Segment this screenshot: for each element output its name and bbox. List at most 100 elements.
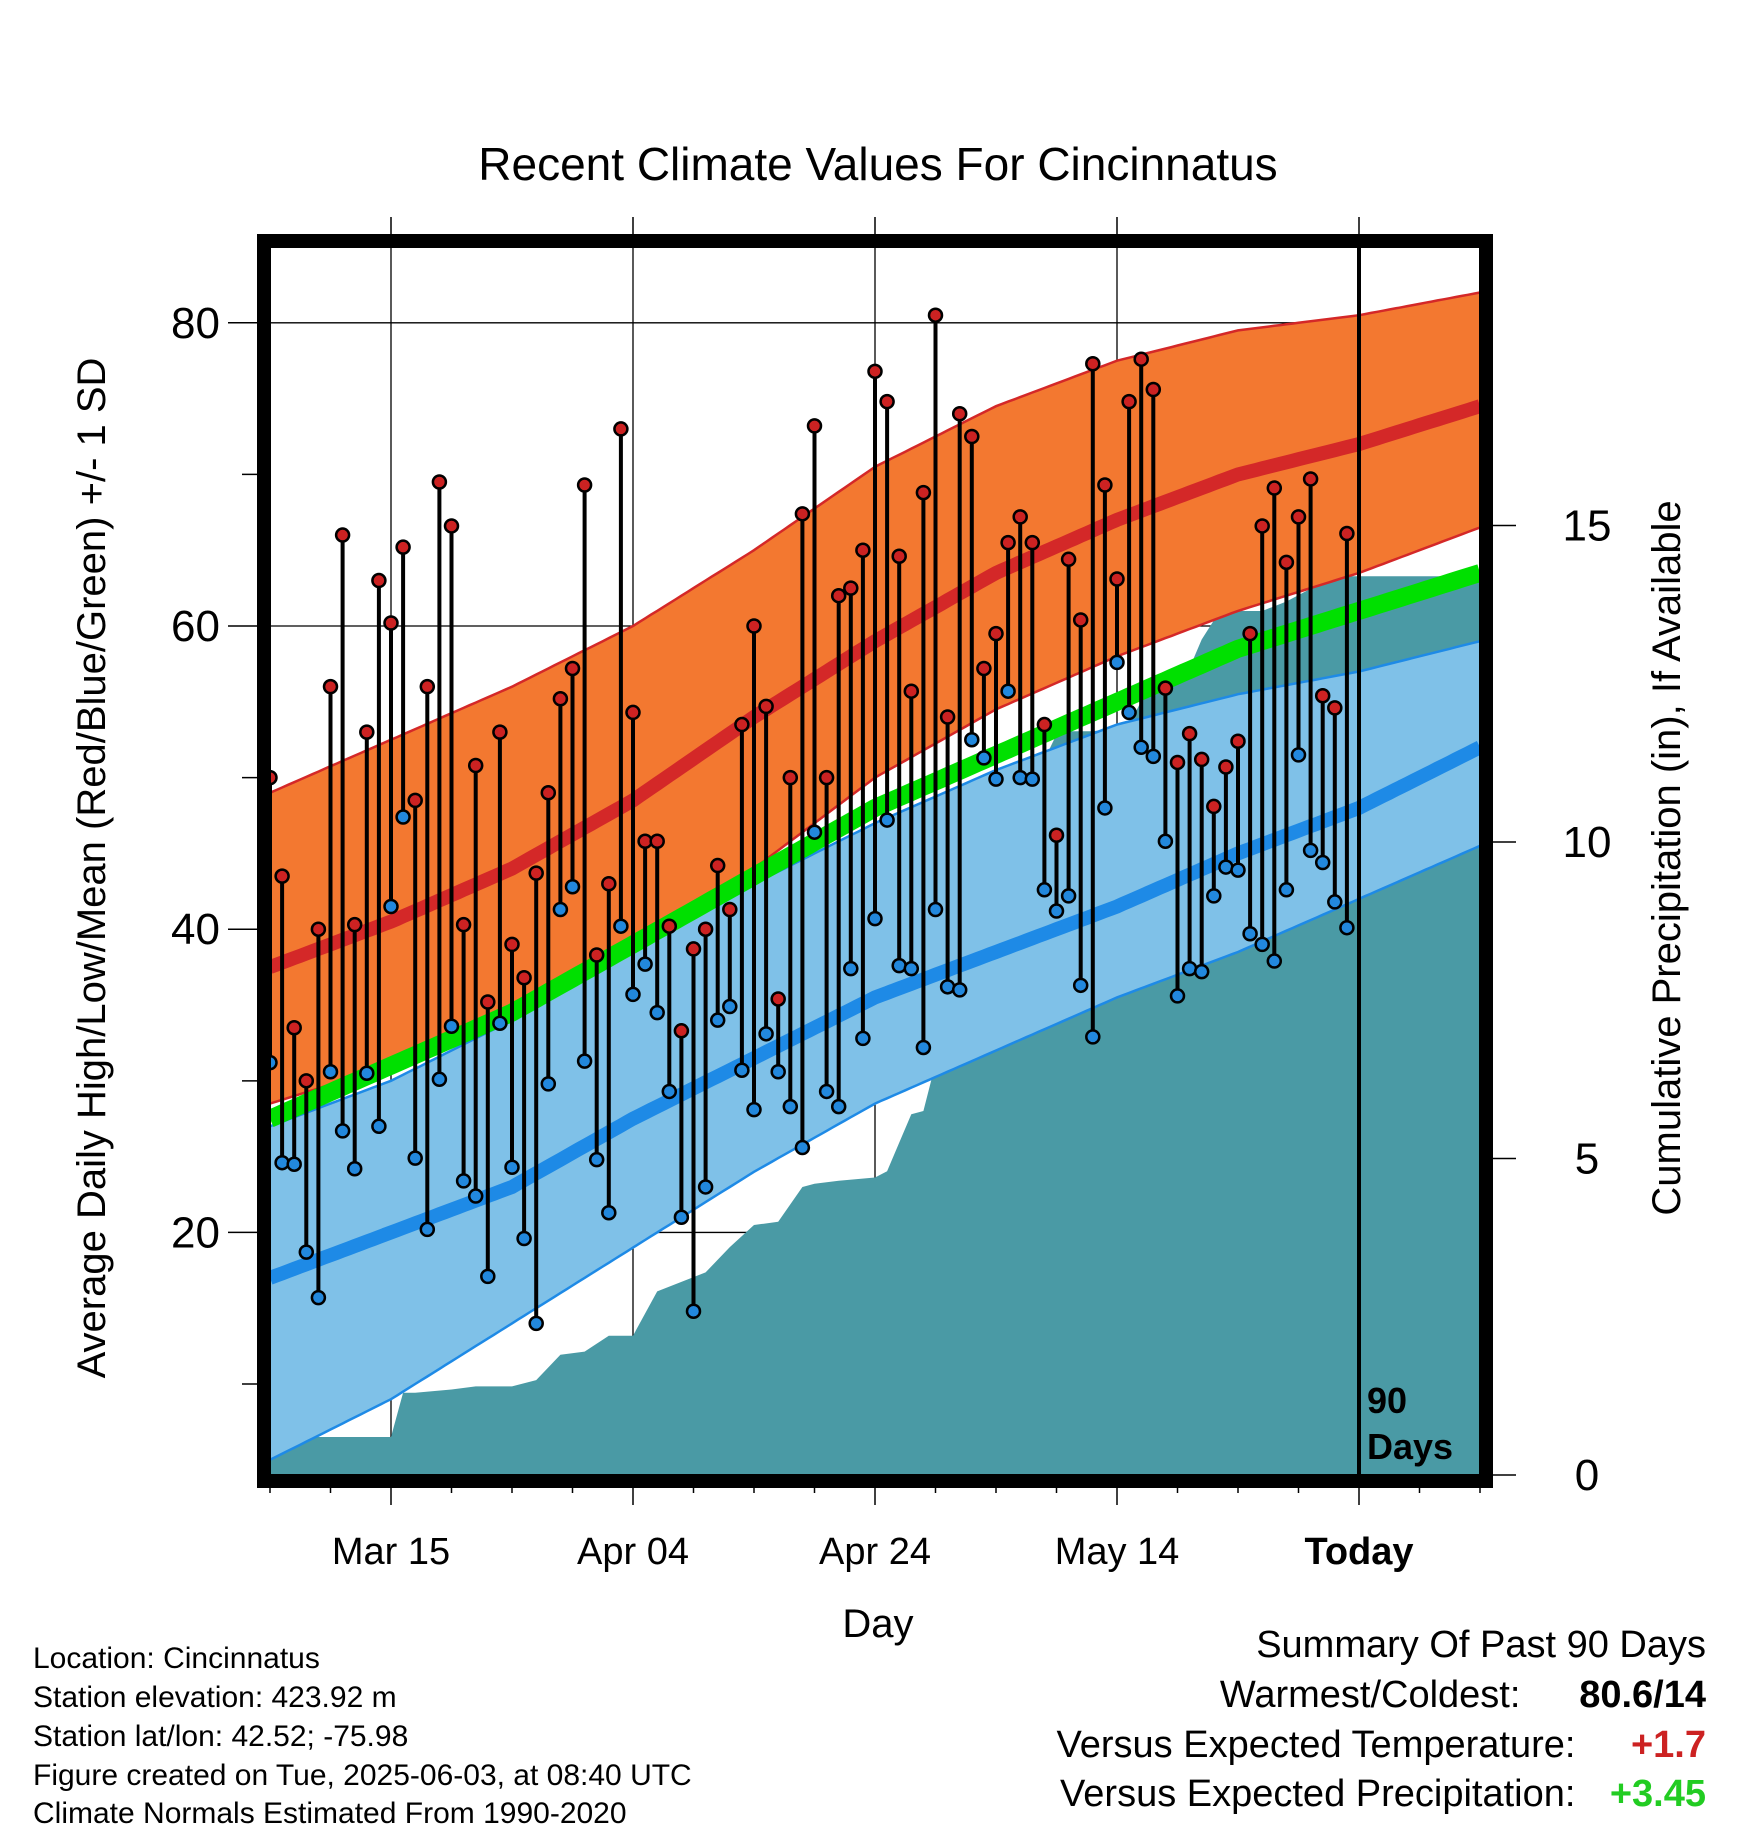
- daily-low-point: [1290, 747, 1307, 763]
- daily-high-point: [346, 916, 363, 933]
- daily-low-point: [734, 1062, 750, 1078]
- daily-high-point: [722, 901, 738, 918]
- latlon-text: Station lat/lon: 42.52; -75.98: [33, 1720, 409, 1753]
- daily-low-point: [310, 1289, 327, 1306]
- x-tick-label: Apr 04: [577, 1531, 689, 1573]
- daily-high-point: [322, 678, 339, 695]
- daily-low-point: [794, 1139, 811, 1156]
- daily-low-point: [1242, 926, 1258, 942]
- daily-high-point: [310, 921, 327, 937]
- daily-low-point: [927, 901, 944, 918]
- daily-high-point: [1036, 716, 1053, 733]
- daily-high-point: [359, 724, 375, 740]
- daily-high-point: [649, 833, 665, 850]
- daily-low-point: [371, 1118, 387, 1135]
- daily-low-point: [1133, 739, 1149, 756]
- daily-low-point: [1024, 771, 1041, 787]
- daily-high-point: [1157, 680, 1174, 696]
- daily-low-point: [625, 986, 641, 1003]
- x-tick-label: Mar 15: [332, 1531, 450, 1573]
- daily-high-point: [334, 527, 351, 543]
- daily-high-point: [770, 991, 786, 1007]
- daily-high-point: [588, 947, 605, 963]
- daily-high-point: [1290, 509, 1307, 525]
- daily-low-point: [1254, 936, 1270, 953]
- daily-low-point: [407, 1150, 423, 1166]
- elevation-text: Station elevation: 423.92 m: [33, 1681, 397, 1714]
- normals-text: Climate Normals Estimated From 1990-2020: [33, 1797, 627, 1830]
- daily-high-point: [1000, 534, 1016, 551]
- daily-low-point: [359, 1065, 375, 1081]
- daily-low-point: [467, 1188, 484, 1204]
- daily-high-point: [467, 757, 484, 774]
- daily-low-point: [685, 1303, 702, 1320]
- daily-low-point: [951, 982, 968, 998]
- daily-high-point: [274, 868, 290, 884]
- daily-high-point: [734, 716, 750, 733]
- daily-high-point: [1254, 518, 1270, 534]
- daily-low-point: [637, 956, 653, 972]
- y-tick-label-right: 5: [1575, 1135, 1599, 1184]
- today-days-label: 90: [1367, 1380, 1407, 1421]
- daily-high-point: [1085, 355, 1101, 372]
- daily-high-point: [1024, 534, 1041, 551]
- daily-low-point: [1339, 919, 1355, 936]
- daily-low-point: [576, 1053, 593, 1069]
- daily-high-point: [443, 518, 460, 534]
- plot-inner: [270, 247, 1480, 1475]
- daily-high-point: [1097, 477, 1113, 493]
- daily-high-point: [504, 936, 520, 953]
- y-tick-label-left: 60: [171, 602, 220, 651]
- daily-high-point: [383, 615, 399, 631]
- daily-low-point: [1121, 704, 1137, 721]
- today-days-label: Days: [1367, 1426, 1453, 1467]
- summary-warmest-coldest: Warmest/Coldest: 80.6/14: [1220, 1674, 1706, 1717]
- daily-high-point: [903, 683, 920, 699]
- daily-low-point: [806, 824, 823, 840]
- daily-low-point: [758, 1026, 774, 1042]
- daily-high-point: [867, 363, 883, 380]
- daily-high-point: [576, 477, 593, 493]
- daily-low-point: [540, 1076, 557, 1092]
- y-tick-label-left: 20: [171, 1208, 220, 1257]
- daily-low-point: [1048, 903, 1065, 919]
- daily-high-point: [976, 660, 992, 677]
- daily-low-point: [383, 898, 399, 915]
- daily-low-point: [270, 1054, 278, 1071]
- daily-low-point: [395, 809, 411, 825]
- location-text: Location: Cincinnatus: [33, 1642, 320, 1675]
- y-axis-label-right: Cumulative Precipitation (in), If Availa…: [1645, 500, 1689, 1215]
- daily-high-point: [746, 618, 762, 634]
- daily-low-point: [722, 998, 738, 1015]
- x-tick-label: Today: [1304, 1531, 1413, 1573]
- daily-high-point: [1339, 525, 1355, 542]
- daily-high-point: [988, 625, 1004, 642]
- daily-high-point: [1218, 759, 1234, 775]
- daily-high-point: [540, 785, 557, 801]
- summary-precipitation: Versus Expected Precipitation: +3.45: [1060, 1773, 1706, 1816]
- daily-high-point: [431, 474, 448, 490]
- daily-high-point: [855, 542, 871, 558]
- daily-high-point: [270, 769, 278, 786]
- daily-low-point: [1000, 683, 1016, 699]
- daily-low-point: [1060, 888, 1077, 904]
- daily-low-point: [334, 1123, 351, 1139]
- x-tick-label: May 14: [1055, 1531, 1180, 1573]
- daily-high-point: [1133, 351, 1149, 367]
- daily-high-point: [1230, 733, 1246, 749]
- daily-low-point: [661, 1083, 678, 1100]
- daily-high-point: [1181, 725, 1198, 742]
- daily-low-point: [601, 1204, 617, 1221]
- daily-low-point: [976, 750, 992, 766]
- low-lower-line: [270, 844, 1480, 1461]
- daily-high-point: [1145, 381, 1162, 398]
- daily-high-point: [830, 587, 847, 604]
- daily-high-point: [1060, 551, 1077, 568]
- daily-high-point: [915, 484, 932, 501]
- y-tick-label-right: 15: [1563, 502, 1612, 551]
- daily-low-point: [697, 1179, 714, 1195]
- daily-high-point: [298, 1073, 315, 1089]
- daily-low-point: [588, 1151, 605, 1168]
- summary-temperature: Versus Expected Temperature: +1.7: [1057, 1724, 1706, 1767]
- temp-value: +1.7: [1630, 1724, 1706, 1766]
